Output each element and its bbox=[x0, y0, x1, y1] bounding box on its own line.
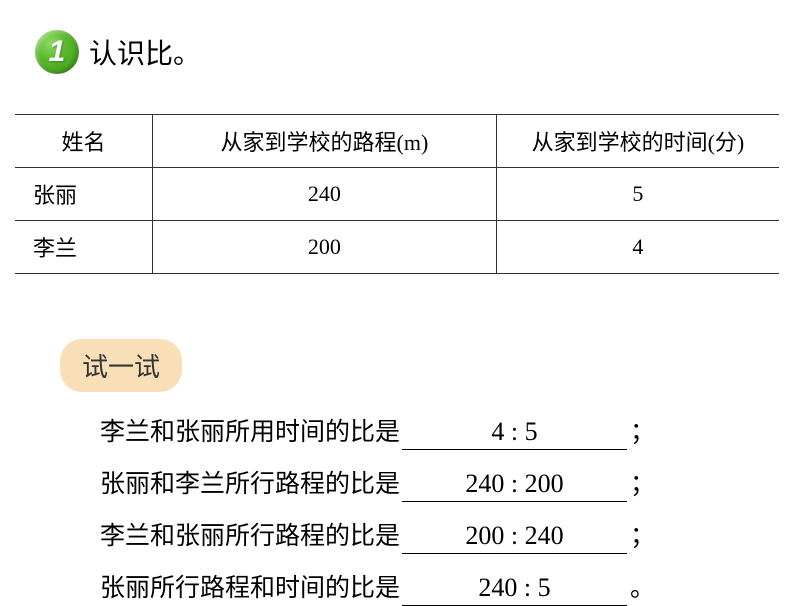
badge-number: 1 bbox=[49, 35, 66, 69]
data-table: 姓名 从家到学校的路程(m) 从家到学校的时间(分) 张丽 240 5 李兰 2… bbox=[15, 114, 779, 274]
question-line: 张丽所行路程和时间的比是 240 : 5 。 bbox=[60, 568, 779, 606]
question-text: 张丽和李兰所行路程的比是 bbox=[100, 464, 400, 500]
question-text: 李兰和张丽所用时间的比是 bbox=[100, 412, 400, 448]
section-number-badge: 1 bbox=[35, 30, 79, 74]
answer-blank: 4 : 5 bbox=[402, 417, 627, 450]
question-line: 张丽和李兰所行路程的比是 240 : 200 ； bbox=[60, 464, 779, 502]
header: 1 认识比。 bbox=[15, 30, 779, 74]
section-title: 认识比。 bbox=[89, 32, 201, 72]
cell-distance: 240 bbox=[153, 168, 497, 221]
cell-distance: 200 bbox=[153, 221, 497, 274]
punctuation: ； bbox=[630, 464, 655, 500]
table-row: 李兰 200 4 bbox=[15, 221, 779, 274]
cell-name: 李兰 bbox=[15, 221, 153, 274]
table-header-row: 姓名 从家到学校的路程(m) 从家到学校的时间(分) bbox=[15, 115, 779, 168]
punctuation: ； bbox=[630, 516, 655, 552]
punctuation: ； bbox=[630, 412, 655, 448]
question-line: 李兰和张丽所行路程的比是 200 : 240 ； bbox=[60, 516, 779, 554]
try-label: 试一试 bbox=[60, 339, 182, 392]
answer-blank: 200 : 240 bbox=[402, 521, 627, 554]
cell-time: 4 bbox=[496, 221, 779, 274]
column-header-distance: 从家到学校的路程(m) bbox=[153, 115, 497, 168]
question-text: 张丽所行路程和时间的比是 bbox=[100, 568, 400, 604]
punctuation: 。 bbox=[630, 568, 655, 604]
column-header-time: 从家到学校的时间(分) bbox=[496, 115, 779, 168]
question-text: 李兰和张丽所行路程的比是 bbox=[100, 516, 400, 552]
column-header-name: 姓名 bbox=[15, 115, 153, 168]
answer-blank: 240 : 5 bbox=[402, 573, 627, 606]
cell-time: 5 bbox=[496, 168, 779, 221]
try-section: 试一试 李兰和张丽所用时间的比是 4 : 5 ； 张丽和李兰所行路程的比是 24… bbox=[15, 339, 779, 606]
question-line: 李兰和张丽所用时间的比是 4 : 5 ； bbox=[60, 412, 779, 450]
table-row: 张丽 240 5 bbox=[15, 168, 779, 221]
cell-name: 张丽 bbox=[15, 168, 153, 221]
answer-blank: 240 : 200 bbox=[402, 469, 627, 502]
